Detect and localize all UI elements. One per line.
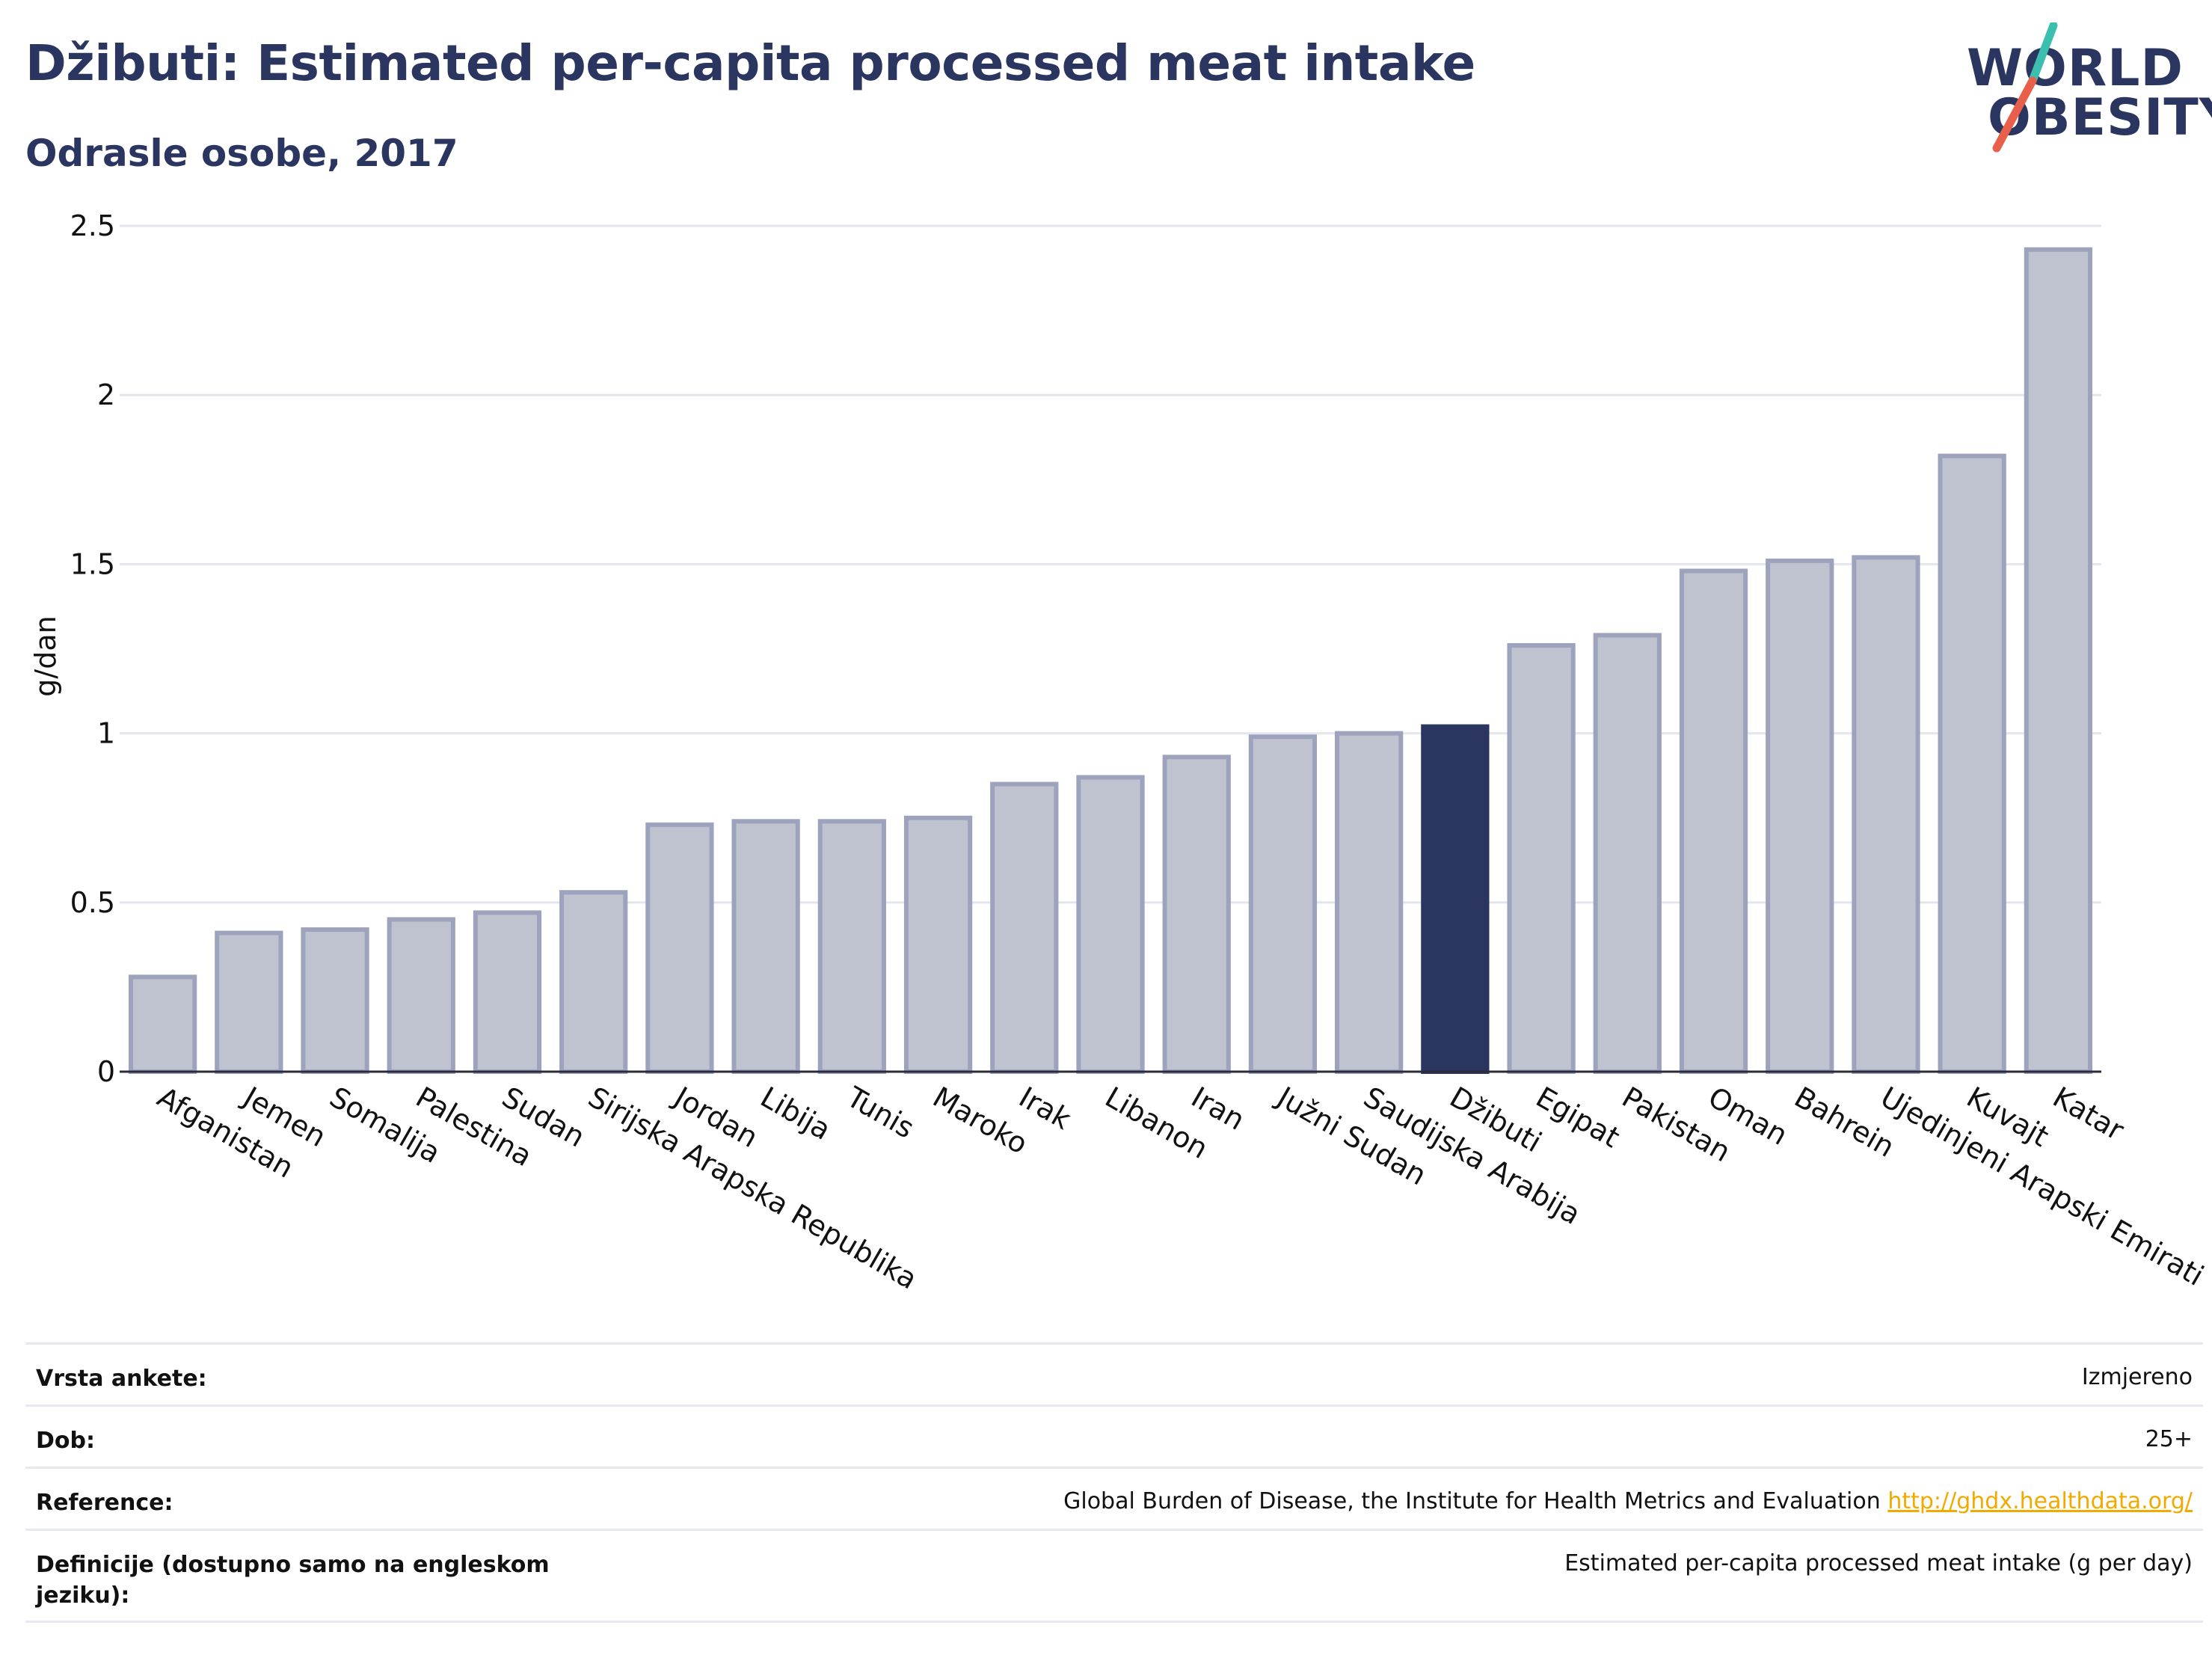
x-tick-label: Tunis: [841, 1080, 920, 1145]
bar-saudijska-arabija[interactable]: [1335, 731, 1404, 1074]
bar-jemen[interactable]: [215, 930, 283, 1074]
bar-ju-ni-sudan[interactable]: [1248, 734, 1318, 1075]
meta-value-age: 25+: [2145, 1426, 2193, 1452]
bar-irak[interactable]: [990, 782, 1059, 1074]
meta-row-reference: Reference: Global Burden of Disease, the…: [25, 1467, 2203, 1529]
bar-tunis[interactable]: [817, 819, 886, 1074]
x-tick-label: Bahrein: [1789, 1081, 1900, 1164]
x-tick-label: Maroko: [927, 1081, 1033, 1161]
y-tick-label: 1: [97, 717, 115, 750]
bar-bahrein[interactable]: [1766, 558, 1834, 1074]
y-tick-label: 0.5: [70, 886, 115, 919]
bar-iran[interactable]: [1162, 755, 1231, 1074]
bar-somalija[interactable]: [301, 927, 369, 1074]
meta-row-definition: Definicije (dostupno samo na engleskom j…: [25, 1529, 2203, 1623]
bar-palestina[interactable]: [387, 917, 455, 1075]
meta-row-survey: Vrsta ankete: Izmjereno: [25, 1342, 2203, 1404]
chart-subtitle: Odrasle osobe, 2017: [25, 132, 458, 175]
bar-libija[interactable]: [731, 819, 800, 1074]
y-tick-label: 2: [97, 378, 115, 411]
meta-row-age: Dob: 25+: [25, 1404, 2203, 1467]
logo-slash-icon: [1992, 22, 2058, 153]
bars: [128, 247, 2093, 1075]
chart-title: Džibuti: Estimated per-capita processed …: [25, 34, 1475, 92]
x-axis-ticks: AfganistanJemenSomalijaPalestinaSudanSir…: [152, 1080, 2209, 1296]
x-tick-label: Egipat: [1531, 1081, 1626, 1155]
metadata-table: Vrsta ankete: Izmjereno Dob: 25+ Referen…: [25, 1342, 2203, 1623]
bar-chart: 0 0.5 1 1.5 2 2.5 AfganistanJemenSomalijaPale…: [29, 209, 2209, 1296]
y-axis-ticks: 0 0.5 1 1.5 2 2.5: [70, 209, 115, 1088]
bar-egipat[interactable]: [1507, 642, 1576, 1074]
bar-afganistan[interactable]: [128, 974, 197, 1074]
x-tick-label: Libija: [755, 1081, 837, 1146]
reference-link[interactable]: http://ghdx.healthdata.org/: [1887, 1488, 2193, 1514]
meta-label-survey: Vrsta ankete:: [36, 1366, 207, 1392]
meta-value-reference: Global Burden of Disease, the Institute …: [1063, 1488, 2193, 1514]
bar-oman[interactable]: [1679, 568, 1748, 1074]
meta-value-survey: Izmjereno: [2081, 1364, 2193, 1390]
bar-jordan[interactable]: [645, 822, 714, 1075]
bar-d-ibuti[interactable]: [1421, 724, 1490, 1074]
y-tick-label: 1.5: [70, 547, 115, 580]
bar-sirijska-arapska-republika[interactable]: [559, 890, 628, 1075]
x-tick-label: Ujedinjeni Arapski Emirati: [1875, 1081, 2209, 1292]
bar-ujedinjeni-arapski-emirati[interactable]: [1852, 555, 1920, 1074]
meta-label-reference: Reference:: [36, 1490, 173, 1516]
meta-label-definition: Definicije (dostupno samo na engleskom j…: [36, 1552, 550, 1609]
world-obesity-logo: WORLD OBESITY: [1959, 22, 2212, 157]
y-axis-label: g/dan: [29, 615, 62, 696]
bar-libanon[interactable]: [1076, 775, 1145, 1074]
meta-value-definition: Estimated per-capita processed meat inta…: [1564, 1550, 2193, 1576]
bar-pakistan[interactable]: [1593, 633, 1662, 1074]
bar-katar[interactable]: [2024, 247, 2093, 1075]
bar-kuvajt[interactable]: [1938, 453, 2006, 1074]
x-tick-label: Katar: [2047, 1081, 2130, 1147]
bar-maroko[interactable]: [903, 815, 973, 1074]
logo-word-world: WORLD: [1967, 39, 2184, 98]
bar-sudan[interactable]: [473, 910, 542, 1074]
reference-text: Global Burden of Disease, the Institute …: [1063, 1488, 1881, 1514]
y-tick-label: 0: [97, 1055, 115, 1088]
y-tick-label: 2.5: [70, 209, 115, 242]
meta-label-age: Dob:: [36, 1428, 95, 1454]
